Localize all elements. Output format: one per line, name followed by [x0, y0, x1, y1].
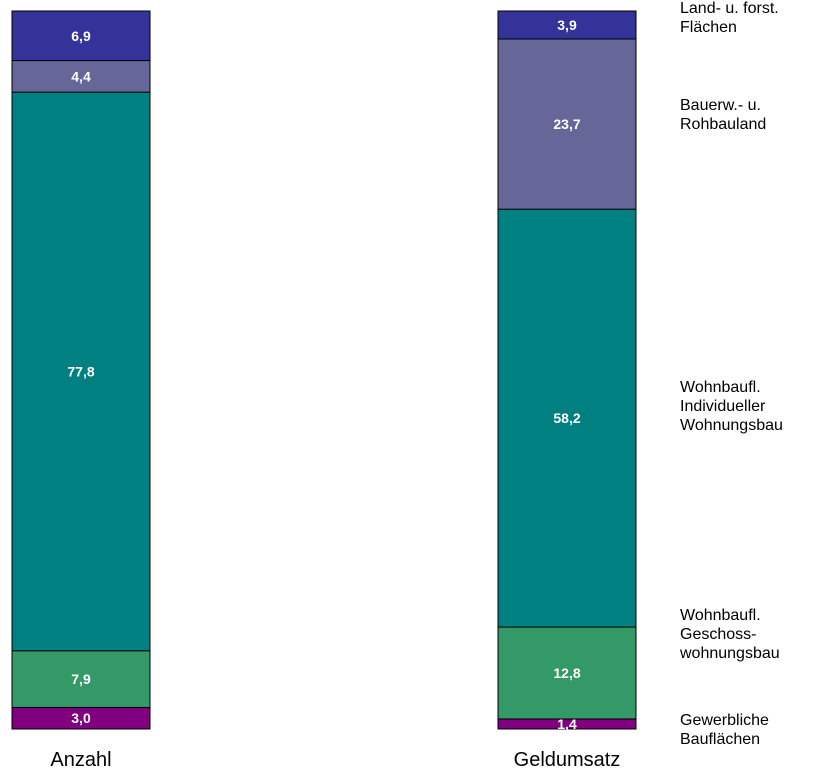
legend-entry-0: Gewerbliche Bauflächen: [680, 712, 769, 748]
segment-labels-layer: 3,0 7,9 77,8 4,4 6,9 1,4 12,8 58,2 23,7 3,9: [67, 17, 580, 732]
bars-layer: [11, 10, 637, 730]
data-label: 3,9: [557, 17, 577, 33]
data-label: 4,4: [71, 68, 91, 84]
bar-segment-geldumsatz-3: [497, 38, 637, 210]
bar-segment-anzahl-1: [11, 650, 151, 708]
bar-segment-geldumsatz-4: [497, 10, 637, 40]
data-label: 77,8: [67, 363, 94, 379]
legend-label: wohnungsbau: [679, 645, 780, 662]
category-labels-layer: Anzahl Geldumsatz: [50, 749, 620, 769]
legend-entry-3: Bauerw.- u. Rohbauland: [680, 97, 766, 133]
legend-label: Land- u. forst.: [680, 0, 779, 17]
data-label: 12,8: [553, 665, 580, 681]
legend: Gewerbliche Bauflächen Wohnbaufl. Geschoss-…: [679, 0, 783, 748]
legend-entry-1: Wohnbaufl. Geschoss-wohnungsbau: [679, 607, 780, 662]
category-label-geldumsatz: Geldumsatz: [514, 749, 621, 769]
legend-label: Wohnbaufl.: [680, 379, 761, 396]
legend-label: Geschoss-: [680, 626, 756, 643]
legend-label: Wohnungsbau: [680, 417, 783, 434]
legend-label: Rohbauland: [680, 116, 766, 133]
legend-label: Bauerw.- u.: [680, 97, 761, 114]
data-label: 1,4: [557, 716, 577, 732]
legend-entry-2: Wohnbaufl. Individueller Wohnungsbau: [680, 379, 783, 434]
category-label-anzahl: Anzahl: [50, 749, 111, 769]
legend-label: Gewerbliche: [680, 712, 769, 729]
bar-segment-anzahl-4: [11, 10, 151, 62]
legend-label: Individueller: [680, 398, 766, 415]
data-label: 7,9: [71, 671, 91, 687]
legend-entry-4: Land- u. forst. Flächen: [680, 0, 779, 36]
data-label: 23,7: [553, 116, 580, 132]
data-label: 3,0: [71, 710, 91, 726]
legend-label: Bauflächen: [680, 731, 760, 748]
bar-segment-geldumsatz-2: [497, 208, 637, 628]
legend-label: Wohnbaufl.: [680, 607, 761, 624]
bar-segment-geldumsatz-1: [497, 626, 637, 720]
data-label: 6,9: [71, 28, 91, 44]
bar-segment-anzahl-3: [11, 60, 151, 93]
data-label: 58,2: [553, 410, 580, 426]
legend-label: Flächen: [680, 19, 737, 36]
